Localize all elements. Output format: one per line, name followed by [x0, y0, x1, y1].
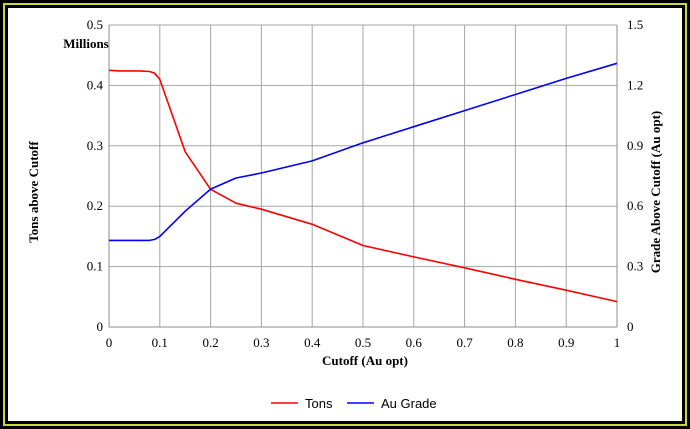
y-left-tick-label: 0.4 [87, 77, 104, 92]
x-tick-label: 1 [614, 335, 621, 350]
y-right-tick-label: 1.2 [627, 77, 643, 92]
x-tick-label: 0.5 [355, 335, 371, 350]
legend-label-au-grade: Au Grade [381, 396, 437, 411]
x-tick-label: 0.4 [304, 335, 321, 350]
x-tick-label: 0.3 [253, 335, 269, 350]
tick-labels: 0 0.1 0.2 0.3 0.4 0.5 0.6 0.7 0.8 0.9 100.10.20.30… [87, 17, 644, 350]
line-chart: 0 0.1 0.2 0.3 0.4 0.5 0.6 0.7 0.8 0.9 100.10.20.30… [26, 17, 663, 411]
y-right-tick-label: 0.9 [627, 138, 643, 153]
y-right-tick-label: 0.6 [627, 198, 644, 213]
y-left-axis-title: Tons above Cutoff [26, 141, 41, 243]
x-tick-label: 0.2 [202, 335, 218, 350]
series-line-tons [108, 69, 618, 303]
legend-label-tons: Tons [305, 396, 333, 411]
y-right-tick-label: 0 [627, 319, 634, 334]
y-left-tick-label: 0.1 [87, 259, 103, 274]
chart-border: 0 0.1 0.2 0.3 0.4 0.5 0.6 0.7 0.8 0.9 1 0 0.1 0.2 0.3 0… [3, 3, 687, 426]
y-left-tick-label: 0 [97, 319, 104, 334]
y-left-tick-label: 0.3 [87, 138, 103, 153]
x-tick-label: 0.9 [558, 335, 574, 350]
x-tick-label: 0 [106, 335, 113, 350]
series-line-au-grade [109, 62, 618, 242]
x-axis-title: Cutoff (Au opt) [322, 353, 408, 368]
axes [108, 25, 618, 328]
x-tick-label: 0.8 [507, 335, 523, 350]
y-left-unit-label: Millions [63, 36, 109, 51]
legend: Tons Au Grade [271, 396, 437, 411]
y-right-axis-title: Grade Above Cutoff (Au opt) [648, 111, 663, 274]
grid-lines [109, 24, 618, 327]
y-right-tick-label: 1.5 [627, 17, 643, 32]
x-tick-label: 0.7 [456, 335, 473, 350]
chart-area: 0 0.1 0.2 0.3 0.4 0.5 0.6 0.7 0.8 0.9 1 0 0.1 0.2 0.3 0… [8, 8, 682, 421]
y-left-tick-label: 0.5 [87, 17, 103, 32]
y-right-tick-label: 0.3 [627, 259, 643, 274]
y-left-tick-label: 0.2 [87, 198, 103, 213]
series-lines [108, 62, 618, 303]
x-tick-label: 0.6 [406, 335, 423, 350]
x-tick-label: 0.1 [152, 335, 168, 350]
